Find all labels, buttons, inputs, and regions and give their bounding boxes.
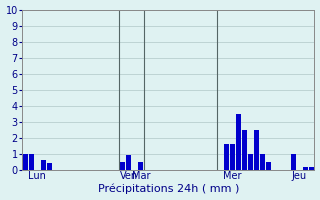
Bar: [47, 163, 52, 170]
Bar: [266, 162, 271, 170]
Bar: [248, 154, 253, 170]
Bar: [291, 154, 296, 170]
Bar: [223, 144, 229, 170]
Bar: [28, 154, 34, 170]
Bar: [41, 160, 46, 170]
Bar: [260, 154, 265, 170]
Bar: [229, 144, 235, 170]
Bar: [309, 167, 314, 170]
X-axis label: Précipitations 24h ( mm ): Précipitations 24h ( mm ): [98, 184, 239, 194]
Bar: [303, 167, 308, 170]
Bar: [138, 162, 143, 170]
Bar: [242, 130, 247, 170]
Bar: [126, 155, 131, 170]
Bar: [120, 162, 125, 170]
Bar: [22, 154, 28, 170]
Bar: [254, 130, 259, 170]
Bar: [236, 114, 241, 170]
